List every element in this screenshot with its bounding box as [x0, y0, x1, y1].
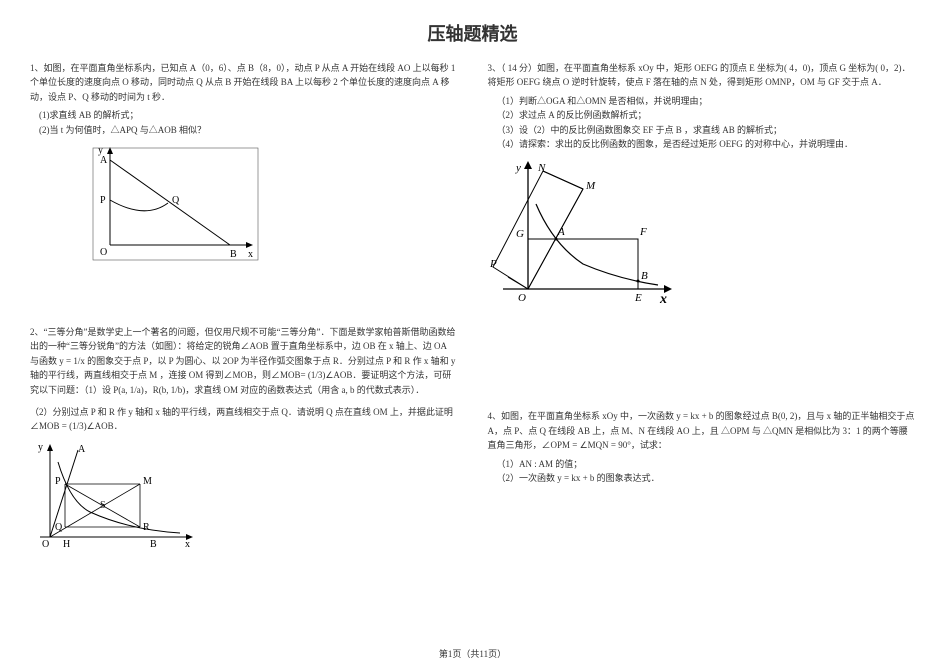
label3-P: P — [489, 258, 497, 270]
label3-A: A — [557, 226, 565, 238]
label3-N: N — [537, 162, 546, 174]
label-Q: Q — [172, 195, 180, 206]
label-A: A — [100, 155, 108, 166]
left-column: 1、如图，在平面直角坐标系内，已知点 A（0，6）、点 B（8，0），动点 P … — [30, 61, 458, 572]
right-column: 3、（ 14 分）如图，在平面直角坐标系 xOy 中，矩形 OEFG 的顶点 E… — [488, 61, 916, 572]
label2-Q: Q — [55, 522, 63, 533]
problem-2-figure: y A P Q M R S O H B x — [30, 442, 458, 552]
label3-M: M — [585, 180, 596, 192]
label-B: B — [230, 249, 237, 260]
label2-A: A — [78, 444, 86, 455]
label2-y: y — [38, 442, 43, 453]
figure-1-svg: A P Q O B x y — [90, 145, 260, 265]
label-P: P — [100, 195, 106, 206]
label-y: y — [98, 145, 103, 156]
label2-R: R — [143, 522, 150, 533]
label3-y: y — [515, 162, 521, 174]
label3-G: G — [516, 228, 524, 240]
spacer-2 — [488, 329, 916, 369]
label2-S: S — [100, 500, 106, 511]
problem-1: 1、如图，在平面直角坐标系内，已知点 A（0，6）、点 B（8，0），动点 P … — [30, 61, 458, 265]
problem-4: 4、如图，在平面直角坐标系 xOy 中，一次函数 y = kx + b 的图象经… — [488, 409, 916, 485]
problem-2: 2、“三等分角”是数学史上一个著名的问题，但仅用尺规不可能“三等分角”．下面是数… — [30, 325, 458, 552]
problem-3-q3: （3）设（2）中的反比例函数图象交 EF 于点 B ，求直线 AB 的解析式； — [497, 123, 916, 137]
label3-x: x — [659, 292, 667, 307]
label2-P: P — [55, 476, 61, 487]
problem-4-q2: （2）一次函数 y = kx + b 的图象表达式． — [497, 471, 916, 485]
problem-3-q2: （2）求过点 A 的反比例函数解析式； — [497, 108, 916, 122]
problem-1-q1: (1)求直线 AB 的解析式； — [39, 108, 458, 122]
label-O: O — [100, 247, 107, 258]
label2-O: O — [42, 539, 49, 550]
label3-B: B — [641, 270, 648, 282]
problem-1-figure: A P Q O B x y — [90, 145, 458, 265]
problem-3-q1: （1）判断△OGA 和△OMN 是否相似，并说明理由； — [497, 94, 916, 108]
label2-M: M — [143, 476, 152, 487]
spacer-1 — [30, 285, 458, 325]
problem-3-figure: y N M G A F P B O E x — [488, 159, 916, 309]
problem-3: 3、（ 14 分）如图，在平面直角坐标系 xOy 中，矩形 OEFG 的顶点 E… — [488, 61, 916, 309]
problem-1-q2: (2)当 t 为何值时，△APQ 与△AOB 相似？ — [39, 123, 458, 137]
label-x: x — [248, 249, 253, 260]
problem-2-intro: 2、“三等分角”是数学史上一个著名的问题，但仅用尺规不可能“三等分角”．下面是数… — [30, 325, 458, 397]
page-footer: 第1页（共11页） — [0, 647, 945, 660]
problem-1-intro: 1、如图，在平面直角坐标系内，已知点 A（0，6）、点 B（8，0），动点 P … — [30, 61, 458, 104]
problem-4-q1: （1）AN : AM 的值； — [497, 457, 916, 471]
problem-4-intro: 4、如图，在平面直角坐标系 xOy 中，一次函数 y = kx + b 的图象经… — [488, 409, 916, 452]
problem-3-intro: 3、（ 14 分）如图，在平面直角坐标系 xOy 中，矩形 OEFG 的顶点 E… — [488, 61, 916, 90]
label3-O: O — [518, 292, 526, 304]
label3-E: E — [634, 292, 642, 304]
label2-B: B — [150, 539, 157, 550]
label3-F: F — [639, 226, 647, 238]
figure-3-svg: y N M G A F P B O E x — [488, 159, 678, 309]
figure-2-svg: y A P Q M R S O H B x — [30, 442, 200, 552]
columns: 1、如图，在平面直角坐标系内，已知点 A（0，6）、点 B（8，0），动点 P … — [30, 61, 915, 572]
label2-H: H — [63, 539, 70, 550]
label2-x: x — [185, 539, 190, 550]
page-title: 压轴题精选 — [30, 20, 915, 46]
problem-2-part2: （2）分别过点 P 和 R 作 y 轴和 x 轴的平行线，两直线相交于点 Q．请… — [30, 405, 458, 434]
problem-3-q4: （4）请探索：求出的反比例函数的图象，是否经过矩形 OEFG 的对称中心，并说明… — [497, 137, 916, 151]
spacer-3 — [488, 369, 916, 409]
